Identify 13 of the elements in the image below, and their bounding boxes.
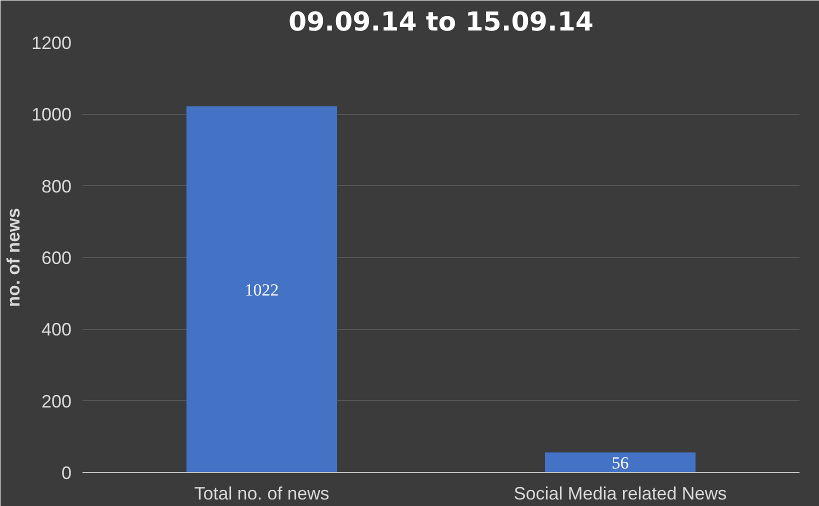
y-tick-label: 1200 [31,33,72,53]
y-tick-label: 800 [41,176,72,196]
y-axis-title: no. of news [3,208,24,307]
y-tick-label: 600 [41,248,72,268]
chart-title: 09.09.14 to 15.09.14 [288,8,594,38]
data-label: 56 [612,453,629,472]
y-tick-label: 400 [41,320,72,340]
y-tick-label: 1000 [31,104,72,125]
y-tick-label: 0 [61,463,72,483]
x-tick-label: Total no. of news [194,484,330,504]
data-label: 1022 [244,280,279,300]
y-tick-label: 200 [41,391,72,412]
x-tick-label: Social Media related News [514,484,727,504]
